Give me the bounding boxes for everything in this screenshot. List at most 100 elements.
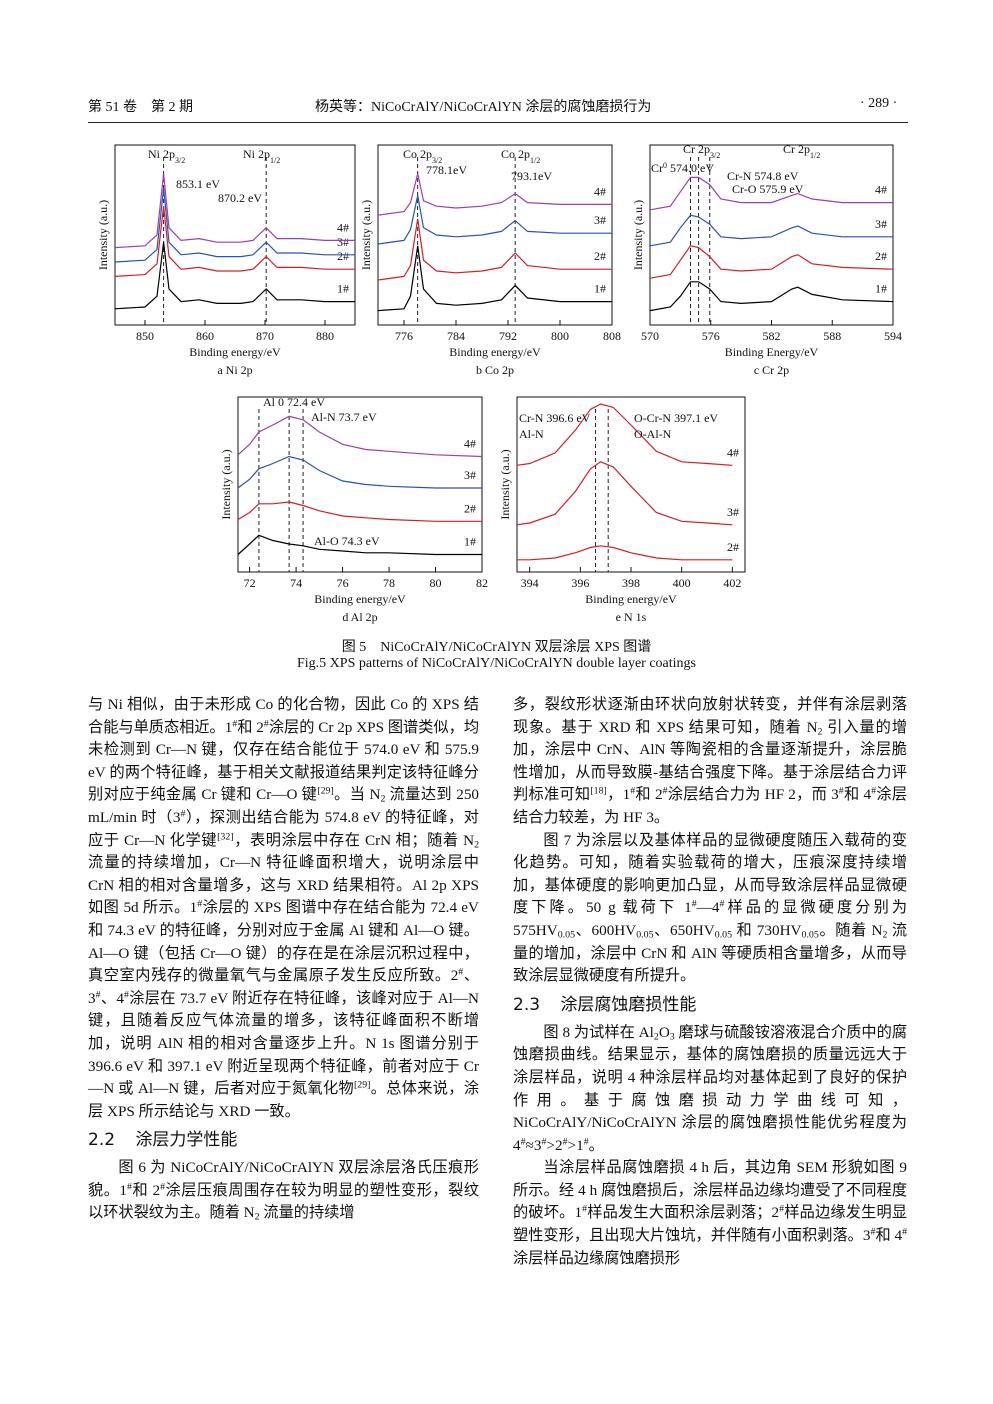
spectrum-line bbox=[649, 281, 894, 312]
peak-annotation: 870.2 eV bbox=[218, 191, 262, 205]
text-run: 样品发生大面积涂层剥落；2 bbox=[587, 1204, 780, 1222]
text-run: 。 bbox=[588, 1136, 604, 1154]
page-number: · 289 · bbox=[860, 96, 898, 111]
x-axis-label: Binding energy/eV bbox=[189, 345, 281, 359]
spectrum-line bbox=[237, 534, 482, 556]
text-run: 当涂层样品腐蚀磨损 4 h 后，其边角 SEM 形貌如图 9 所示。经 4 h … bbox=[513, 1159, 907, 1222]
text-run: 793.1eV bbox=[511, 169, 552, 183]
subscript: 1/2 bbox=[530, 156, 540, 165]
peak-annotation: O-Al-N bbox=[634, 427, 672, 441]
x-tick-label: 880 bbox=[316, 329, 334, 343]
series-label: 4# bbox=[337, 220, 349, 234]
text-run: ，表明涂层中存在 CrN 相；随着 N bbox=[233, 831, 475, 849]
paragraph: 图 7 为涂层以及基体样品的显微硬度随压入载荷的变化趋势。可知，随着实验载荷的增… bbox=[513, 830, 907, 988]
figure-caption-zh: 图 5 NiCoCrAlY/NiCoCrAlYN 双层涂层 XPS 图谱 bbox=[341, 640, 652, 655]
series-label: 1# bbox=[464, 535, 476, 549]
spectrum-line bbox=[649, 176, 893, 211]
spectrum-line bbox=[114, 173, 355, 249]
x-tick-label: 594 bbox=[884, 329, 902, 343]
subscript: 2 bbox=[254, 1211, 260, 1223]
x-axis-label: Binding energy/eV bbox=[449, 345, 541, 359]
peak-annotation: Al 0 72.4 eV bbox=[263, 395, 325, 409]
series-label: 4# bbox=[727, 445, 739, 459]
panel-caption: c Cr 2p bbox=[754, 363, 789, 377]
spectrum-line bbox=[649, 245, 894, 279]
text-run: 涂层结合力较差，为 HF 3。 bbox=[513, 786, 908, 826]
superscript: # bbox=[180, 808, 186, 820]
x-axis-label: Binding Energy/eV bbox=[725, 345, 819, 359]
superscript: # bbox=[582, 1204, 588, 1216]
spectrum-line bbox=[377, 195, 612, 245]
x-tick-label: 74 bbox=[290, 576, 302, 590]
superscript: # bbox=[520, 1136, 526, 1148]
peak-annotation: Cr-N 574.8 eV bbox=[727, 169, 799, 183]
superscript: # bbox=[691, 898, 697, 910]
text-run: O bbox=[658, 1023, 670, 1041]
series-label: 1# bbox=[337, 282, 349, 296]
section-title: 涂层力学性能 bbox=[135, 1130, 238, 1151]
text-run: Al-O 74.3 eV bbox=[314, 534, 380, 548]
paragraph: 与 Ni 相似，由于未形成 Co 的化合物，因此 Co 的 XPS 结合能与单质… bbox=[88, 694, 479, 1123]
text-run: 和 730HV bbox=[732, 921, 802, 939]
x-tick-label: 82 bbox=[476, 576, 488, 590]
series-label: 2# bbox=[464, 501, 476, 515]
x-tick-label: 808 bbox=[603, 329, 621, 343]
text-run: 图 8 为试样在 Al bbox=[543, 1023, 654, 1041]
figure-caption-en: Fig.5 XPS patterns of NiCoCrAlY/NiCoCrAl… bbox=[297, 656, 696, 671]
superscript: # bbox=[630, 785, 636, 797]
panel-caption: d Al 2p bbox=[342, 610, 377, 624]
text-run: 涂层的 Cr 2p XPS 图谱类似，均未检测到 Cr—N 键，仅存在结合能位于… bbox=[88, 718, 480, 804]
spectrum-line bbox=[237, 455, 482, 489]
x-tick-label: 78 bbox=[383, 576, 395, 590]
paragraph: 多，裂纹形状逐渐由环状向放射状转变，并伴有涂层剥落现象。基于 XRD 和 XPS… bbox=[513, 694, 907, 830]
text-run: 样品的显微硬度分别为 575HV bbox=[513, 899, 908, 939]
spectrum-line bbox=[649, 214, 893, 247]
subscript: 3 bbox=[669, 1031, 675, 1043]
subscript: 0.05 bbox=[714, 929, 733, 941]
text-run: ），探测出结合能为 574.8 eV 的特征峰，对应于 Cr—N 化学键 bbox=[88, 808, 479, 849]
figure: 850 860 870 880 Binding energy/eV a Ni 2p Inte… bbox=[96, 142, 902, 624]
subscript: 0.05 bbox=[636, 929, 654, 941]
text-run: >1 bbox=[567, 1136, 584, 1154]
x-tick-label: 396 bbox=[571, 576, 589, 590]
text-run: ，1 bbox=[606, 786, 631, 804]
x-tick-label: 588 bbox=[823, 329, 841, 343]
text-run: 、4 bbox=[100, 989, 124, 1007]
text-run: 574.0 eV bbox=[667, 161, 714, 175]
series-label: 2# bbox=[727, 540, 739, 554]
paragraph: 图 8 为试样在 Al2O3 磨球与硫酸铵溶液混合介质中的腐蚀磨损曲线。结果显示… bbox=[513, 1022, 907, 1158]
peak-annotation: Cr 2p3/2 bbox=[683, 142, 720, 160]
x-tick-label: 400 bbox=[673, 576, 691, 590]
series-label: 4# bbox=[875, 183, 887, 197]
superscript: [18] bbox=[590, 785, 607, 797]
subscript: 1/2 bbox=[270, 156, 280, 165]
spectrum-line bbox=[516, 461, 733, 526]
text-run: 和 2 bbox=[131, 1181, 161, 1199]
spectrum-line bbox=[237, 415, 483, 458]
section-title: 涂层腐蚀磨损性能 bbox=[560, 994, 697, 1015]
series-label: 2# bbox=[594, 249, 606, 263]
text-run: 、600HV bbox=[575, 921, 637, 939]
subscript: 3/2 bbox=[710, 151, 720, 160]
subscript: 0.05 bbox=[557, 929, 575, 941]
peak-annotation: Cr0 574.0 eV bbox=[651, 161, 714, 176]
text-run: 图 6 为 NiCoCrAlY/NiCoCrAlYN 双层涂层洛氏压痕形貌。1 bbox=[88, 1159, 479, 1199]
y-axis-label: Intensity (a.u.) bbox=[219, 449, 233, 519]
x-tick-label: 76 bbox=[337, 576, 349, 590]
superscript: # bbox=[160, 1181, 165, 1193]
panel-caption: a Ni 2p bbox=[217, 363, 252, 377]
text-run: Cr bbox=[651, 161, 663, 175]
peak-annotation: O-Cr-N 397.1 eV bbox=[634, 411, 718, 425]
text-run: 磨球与硫酸铵溶液混合介质中的腐蚀磨损曲线。结果显示，基体的腐蚀磨损的质量远远大于… bbox=[513, 1023, 908, 1154]
text-run: 、650HV bbox=[653, 921, 715, 939]
text-run: 、3 bbox=[88, 967, 480, 1007]
x-tick-label: 776 bbox=[395, 329, 413, 343]
superscript: # bbox=[719, 898, 725, 910]
subscript: 3/2 bbox=[432, 156, 442, 165]
journal-issue: 第 51 卷 第 2 期 bbox=[88, 100, 193, 115]
text-run: 和 4 bbox=[843, 786, 872, 804]
peak-annotation: Al-O 74.3 eV bbox=[314, 534, 380, 548]
section-number: 2.3 bbox=[513, 994, 541, 1015]
spectrum-line bbox=[517, 545, 733, 561]
